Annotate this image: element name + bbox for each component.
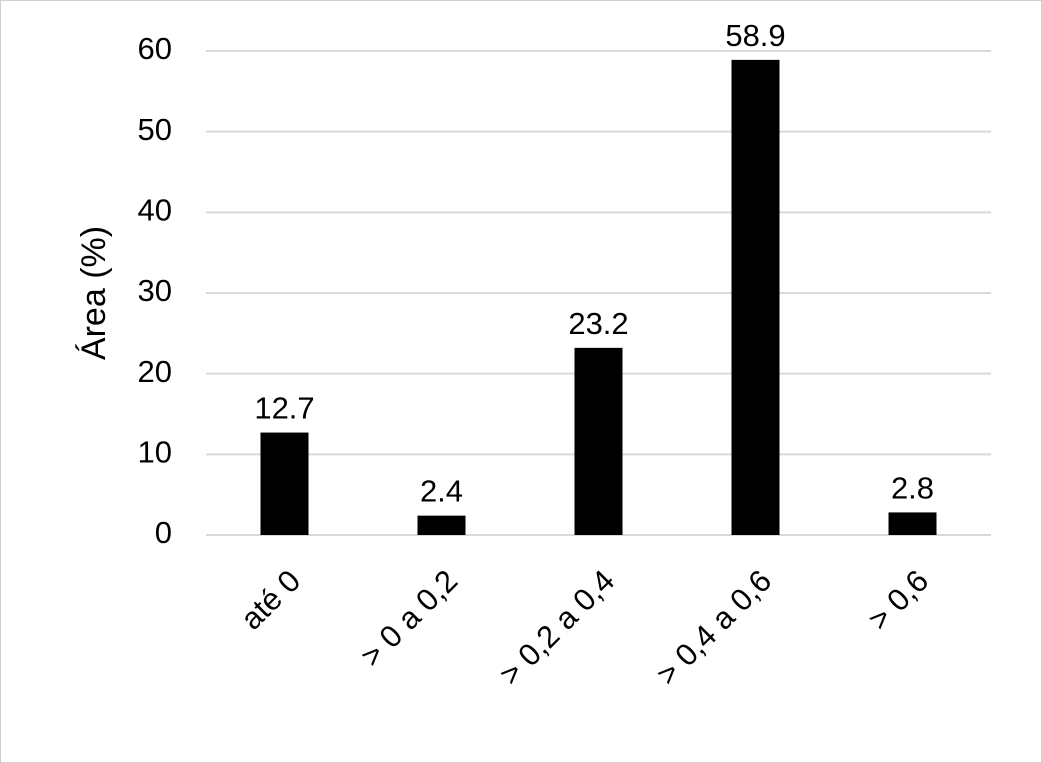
bar (417, 515, 466, 535)
data-label: 2.4 (420, 474, 463, 509)
y-tick-label: 60 (138, 31, 172, 66)
bar (260, 432, 309, 535)
bar (731, 59, 780, 536)
data-label: 23.2 (568, 306, 628, 341)
y-tick-label: 20 (138, 354, 172, 389)
y-tick-label: 0 (155, 515, 172, 550)
bar (888, 512, 937, 535)
y-axis-label: Área (%) (75, 226, 113, 360)
y-tick-label: 50 (138, 112, 172, 147)
data-label: 12.7 (254, 391, 314, 426)
data-label: 2.8 (891, 470, 934, 505)
y-tick-label: 30 (138, 273, 172, 308)
data-label: 58.9 (725, 18, 785, 53)
y-tick-label: 10 (138, 435, 172, 470)
y-tick-label: 40 (138, 193, 172, 228)
bar (574, 347, 623, 535)
